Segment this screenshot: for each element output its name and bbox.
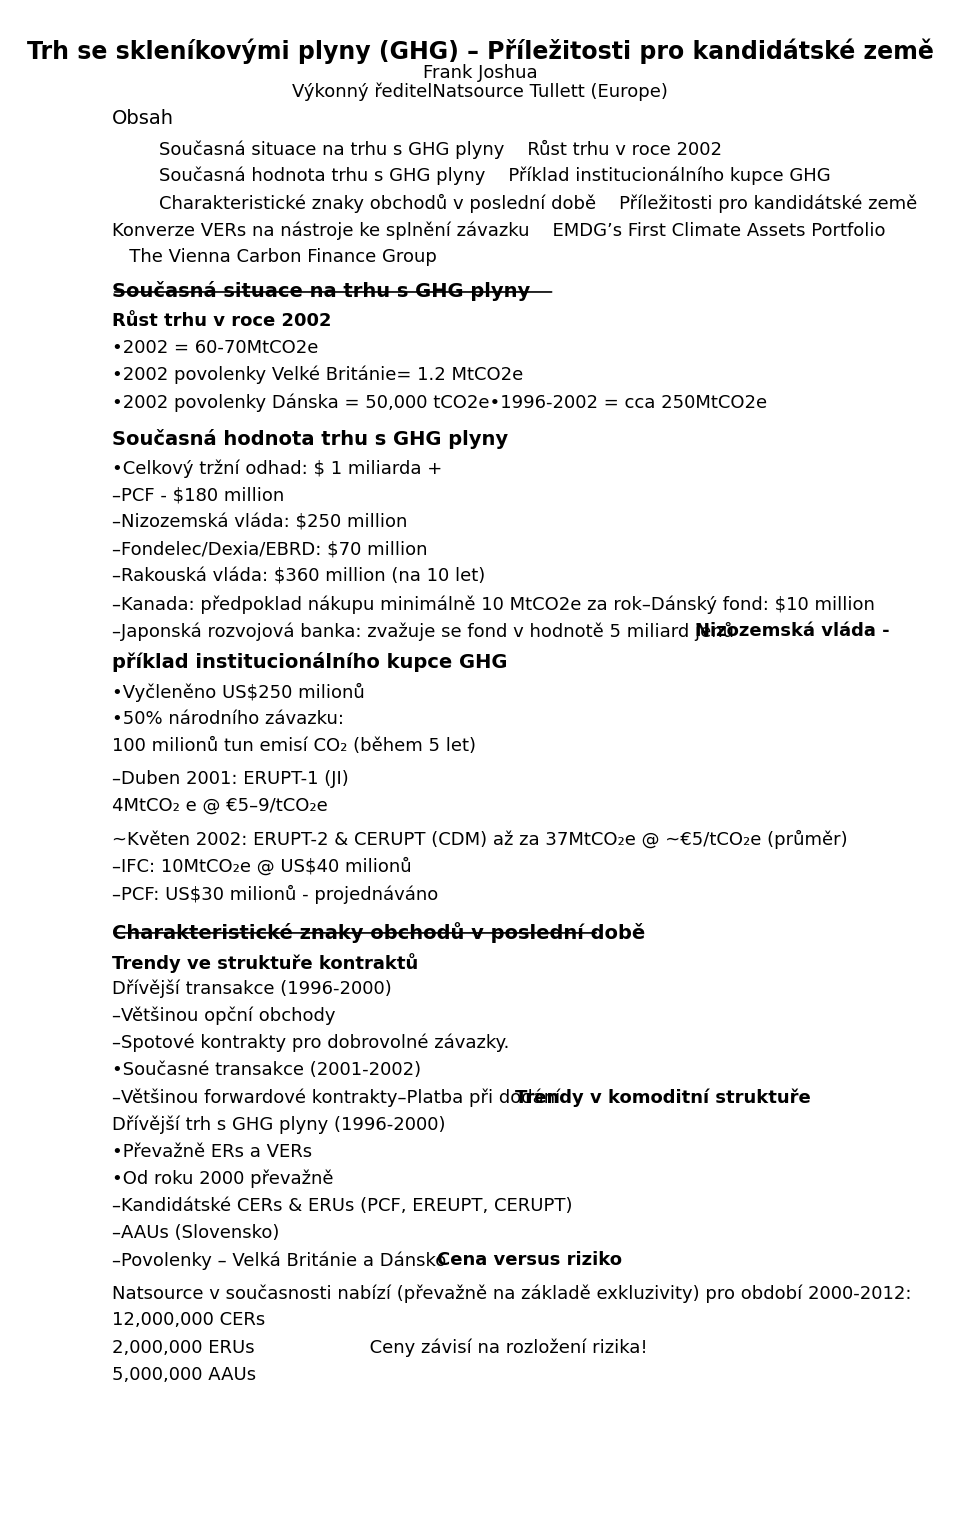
Text: –Spotové kontrakty pro dobrovolné závazky.: –Spotové kontrakty pro dobrovolné závazk… — [112, 1033, 509, 1053]
Text: Obsah: Obsah — [112, 110, 174, 128]
Text: Konverze VERs na nástroje ke splnění závazku    EMDG’s First Climate Assets Port: Konverze VERs na nástroje ke splnění záv… — [112, 221, 885, 239]
Text: •2002 povolenky Dánska = 50,000 tCO2e•1996-2002 = cca 250MtCO2e: •2002 povolenky Dánska = 50,000 tCO2e•19… — [112, 393, 767, 411]
Text: Dřívější transakce (1996-2000): Dřívější transakce (1996-2000) — [112, 980, 392, 998]
Text: příklad institucionálního kupce GHG: příklad institucionálního kupce GHG — [112, 653, 508, 673]
Text: •2002 povolenky Velké Británie= 1.2 MtCO2e: •2002 povolenky Velké Británie= 1.2 MtCO… — [112, 365, 523, 385]
Text: –Povolenky – Velká Británie a Dánsko: –Povolenky – Velká Británie a Dánsko — [112, 1251, 446, 1269]
Text: –Většinou opční obchody: –Většinou opční obchody — [112, 1008, 335, 1026]
Text: Současná hodnota trhu s GHG plyny    Příklad institucionálního kupce GHG: Současná hodnota trhu s GHG plyny Příkla… — [158, 167, 830, 186]
Text: 4MtCO₂ e @ €5–9/tCO₂e: 4MtCO₂ e @ €5–9/tCO₂e — [112, 798, 327, 816]
Text: –PCF: US$30 milionů - projednáváno: –PCF: US$30 milionů - projednáváno — [112, 884, 438, 904]
Text: The Vienna Carbon Finance Group: The Vienna Carbon Finance Group — [112, 248, 437, 266]
Text: Natsource v současnosti nabízí (převažně na základě exkluzivity) pro období 2000: Natsource v současnosti nabízí (převažně… — [112, 1285, 911, 1303]
Text: Frank Joshua: Frank Joshua — [422, 64, 538, 82]
Text: –Rakouská vláda: $360 million (na 10 let): –Rakouská vláda: $360 million (na 10 let… — [112, 568, 485, 586]
Text: •2002 = 60-70MtCO2e: •2002 = 60-70MtCO2e — [112, 339, 319, 356]
Text: •Vyčleněno US$250 milionů: •Vyčleněno US$250 milionů — [112, 682, 365, 702]
Text: Trendy v komoditní struktuře: Trendy v komoditní struktuře — [516, 1088, 811, 1106]
Text: –Nizozemská vláda: $250 million: –Nizozemská vláda: $250 million — [112, 513, 407, 531]
Text: Dřívější trh s GHG plyny (1996-2000): Dřívější trh s GHG plyny (1996-2000) — [112, 1116, 445, 1134]
Text: Růst trhu v roce 2002: Růst trhu v roce 2002 — [112, 312, 331, 330]
Text: –Kandidátské CERs & ERUs (PCF, EREUPT, CERUPT): –Kandidátské CERs & ERUs (PCF, EREUPT, C… — [112, 1196, 572, 1215]
Text: Nizozemská vláda -: Nizozemská vláda - — [695, 622, 890, 641]
Text: ~Květen 2002: ERUPT-2 & CERUPT (CDM) až za 37MtCO₂e @ ~€5/tCO₂e (průměr): ~Květen 2002: ERUPT-2 & CERUPT (CDM) až … — [112, 831, 848, 849]
Text: Cena versus riziko: Cena versus riziko — [437, 1251, 622, 1269]
Text: 2,000,000 ERUs                    Ceny závisí na rozložení rizika!: 2,000,000 ERUs Ceny závisí na rozložení … — [112, 1339, 647, 1358]
Text: •50% národního závazku:: •50% národního závazku: — [112, 709, 344, 728]
Text: –Většinou forwardové kontrakty–Platba při dodání: –Většinou forwardové kontrakty–Platba př… — [112, 1088, 560, 1106]
Text: Současná hodnota trhu s GHG plyny: Současná hodnota trhu s GHG plyny — [112, 429, 508, 449]
Text: –IFC: 10MtCO₂e @ US$40 milionů: –IFC: 10MtCO₂e @ US$40 milionů — [112, 857, 412, 875]
Text: Charakteristické znaky obchodů v poslední době    Příležitosti pro kandidátské z: Charakteristické znaky obchodů v posledn… — [158, 193, 917, 213]
Text: –Kanada: předpoklad nákupu minimálně 10 MtCO2e za rok–Dánský fond: $10 million: –Kanada: předpoklad nákupu minimálně 10 … — [112, 595, 875, 613]
Text: –Japonská rozvojová banka: zvažuje se fond v hodnotě 5 miliard jenů: –Japonská rozvojová banka: zvažuje se fo… — [112, 622, 733, 641]
Text: •Celkový tržní odhad: $ 1 miliarda +: •Celkový tržní odhad: $ 1 miliarda + — [112, 460, 443, 478]
Text: Výkonný ředitelNatsource Tullett (Europe): Výkonný ředitelNatsource Tullett (Europe… — [292, 82, 668, 100]
Text: –Duben 2001: ERUPT-1 (JI): –Duben 2001: ERUPT-1 (JI) — [112, 770, 348, 788]
Text: –AAUs (Slovensko): –AAUs (Slovensko) — [112, 1224, 279, 1242]
Text: 12,000,000 CERs: 12,000,000 CERs — [112, 1312, 265, 1329]
Text: Trh se skleníkovými plyny (GHG) – Příležitosti pro kandidátské země: Trh se skleníkovými plyny (GHG) – Přílež… — [27, 38, 933, 64]
Text: Trendy ve struktuře kontraktů: Trendy ve struktuře kontraktů — [112, 953, 419, 973]
Text: Charakteristické znaky obchodů v poslední době: Charakteristické znaky obchodů v posledn… — [112, 922, 645, 944]
Text: –Fondelec/Dexia/EBRD: $70 million: –Fondelec/Dexia/EBRD: $70 million — [112, 540, 427, 559]
Text: •Současné transakce (2001-2002): •Současné transakce (2001-2002) — [112, 1061, 421, 1079]
Text: 100 milionů tun emisí CO₂ (během 5 let): 100 milionů tun emisí CO₂ (během 5 let) — [112, 737, 476, 755]
Text: Současná situace na trhu s GHG plyny    Růst trhu v roce 2002: Současná situace na trhu s GHG plyny Růs… — [158, 140, 722, 158]
Text: Současná situace na trhu s GHG plyny: Současná situace na trhu s GHG plyny — [112, 282, 530, 301]
Text: 5,000,000 AAUs: 5,000,000 AAUs — [112, 1365, 256, 1383]
Text: •Převažně ERs a VERs: •Převažně ERs a VERs — [112, 1143, 312, 1161]
Text: –PCF - $180 million: –PCF - $180 million — [112, 487, 284, 504]
Text: •Od roku 2000 převažně: •Od roku 2000 převažně — [112, 1170, 333, 1189]
